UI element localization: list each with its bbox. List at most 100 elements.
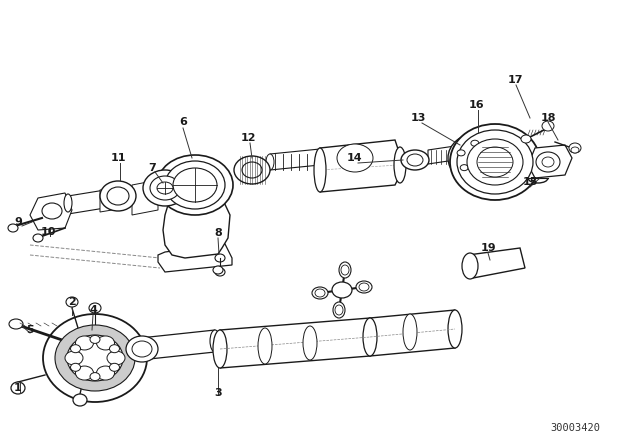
Ellipse shape (266, 154, 274, 170)
Ellipse shape (571, 147, 579, 153)
Text: 16: 16 (468, 100, 484, 110)
Ellipse shape (11, 382, 25, 394)
Ellipse shape (107, 351, 125, 365)
Ellipse shape (109, 363, 120, 371)
Polygon shape (528, 145, 572, 178)
Ellipse shape (542, 121, 554, 131)
Text: 17: 17 (508, 75, 523, 85)
Ellipse shape (157, 155, 233, 215)
Text: 4: 4 (89, 305, 97, 315)
Text: 18: 18 (540, 113, 556, 123)
Polygon shape (270, 149, 320, 170)
Ellipse shape (67, 335, 123, 381)
Ellipse shape (135, 338, 145, 360)
Ellipse shape (143, 170, 187, 206)
Ellipse shape (65, 351, 83, 365)
Ellipse shape (403, 314, 417, 350)
Text: 15: 15 (522, 177, 538, 187)
Text: 13: 13 (410, 113, 426, 123)
Ellipse shape (462, 253, 478, 279)
Ellipse shape (73, 394, 87, 406)
Ellipse shape (312, 287, 328, 299)
Ellipse shape (165, 161, 225, 209)
Ellipse shape (407, 154, 423, 166)
Text: 8: 8 (214, 228, 222, 238)
Ellipse shape (448, 133, 508, 183)
Ellipse shape (76, 336, 93, 350)
Ellipse shape (150, 176, 180, 200)
Polygon shape (220, 318, 370, 368)
Ellipse shape (42, 203, 62, 219)
Ellipse shape (210, 330, 220, 352)
Ellipse shape (215, 268, 225, 276)
Text: 1: 1 (14, 383, 22, 393)
Text: 30003420: 30003420 (550, 423, 600, 433)
Ellipse shape (477, 170, 485, 176)
Ellipse shape (109, 345, 120, 353)
Ellipse shape (215, 254, 225, 262)
Ellipse shape (70, 363, 81, 371)
Ellipse shape (173, 168, 217, 202)
Ellipse shape (356, 281, 372, 293)
Ellipse shape (401, 150, 429, 170)
Ellipse shape (64, 194, 72, 212)
Polygon shape (468, 248, 525, 278)
Ellipse shape (66, 297, 78, 307)
Ellipse shape (303, 326, 317, 360)
Ellipse shape (457, 150, 465, 156)
Ellipse shape (258, 328, 272, 364)
Ellipse shape (314, 148, 326, 192)
Ellipse shape (101, 190, 109, 208)
Ellipse shape (213, 266, 223, 274)
Ellipse shape (359, 283, 369, 291)
Polygon shape (163, 198, 230, 258)
Ellipse shape (569, 143, 581, 153)
Polygon shape (158, 244, 232, 272)
Ellipse shape (448, 310, 462, 348)
Ellipse shape (126, 336, 158, 362)
Ellipse shape (70, 345, 81, 353)
Ellipse shape (333, 302, 345, 318)
Ellipse shape (542, 157, 554, 167)
Ellipse shape (132, 341, 152, 357)
Polygon shape (370, 310, 455, 356)
Ellipse shape (341, 265, 349, 275)
Ellipse shape (363, 318, 377, 356)
Ellipse shape (43, 314, 147, 402)
Ellipse shape (335, 305, 343, 315)
Text: 7: 7 (148, 163, 156, 173)
Text: 14: 14 (347, 153, 363, 163)
Polygon shape (132, 180, 158, 215)
Text: 2: 2 (68, 297, 76, 307)
Ellipse shape (315, 289, 325, 297)
Ellipse shape (488, 145, 496, 151)
Ellipse shape (491, 160, 499, 166)
Polygon shape (428, 146, 455, 164)
Ellipse shape (107, 187, 129, 205)
Ellipse shape (97, 336, 115, 350)
Ellipse shape (33, 234, 43, 242)
Ellipse shape (90, 336, 100, 344)
Ellipse shape (460, 165, 468, 171)
Polygon shape (100, 185, 130, 212)
Ellipse shape (55, 325, 135, 391)
Ellipse shape (97, 366, 115, 380)
Ellipse shape (100, 181, 136, 211)
Ellipse shape (8, 224, 18, 232)
Ellipse shape (457, 130, 533, 194)
Ellipse shape (157, 182, 173, 194)
Ellipse shape (450, 124, 540, 200)
Ellipse shape (339, 262, 351, 278)
Polygon shape (140, 330, 215, 360)
Text: 3: 3 (214, 388, 222, 398)
Text: 11: 11 (110, 153, 125, 163)
Polygon shape (320, 140, 400, 192)
Ellipse shape (521, 135, 531, 143)
Ellipse shape (90, 373, 100, 381)
Ellipse shape (471, 140, 479, 146)
Ellipse shape (89, 303, 101, 313)
Ellipse shape (9, 319, 23, 329)
Ellipse shape (213, 330, 227, 368)
Text: 5: 5 (26, 325, 34, 335)
Ellipse shape (76, 366, 93, 380)
